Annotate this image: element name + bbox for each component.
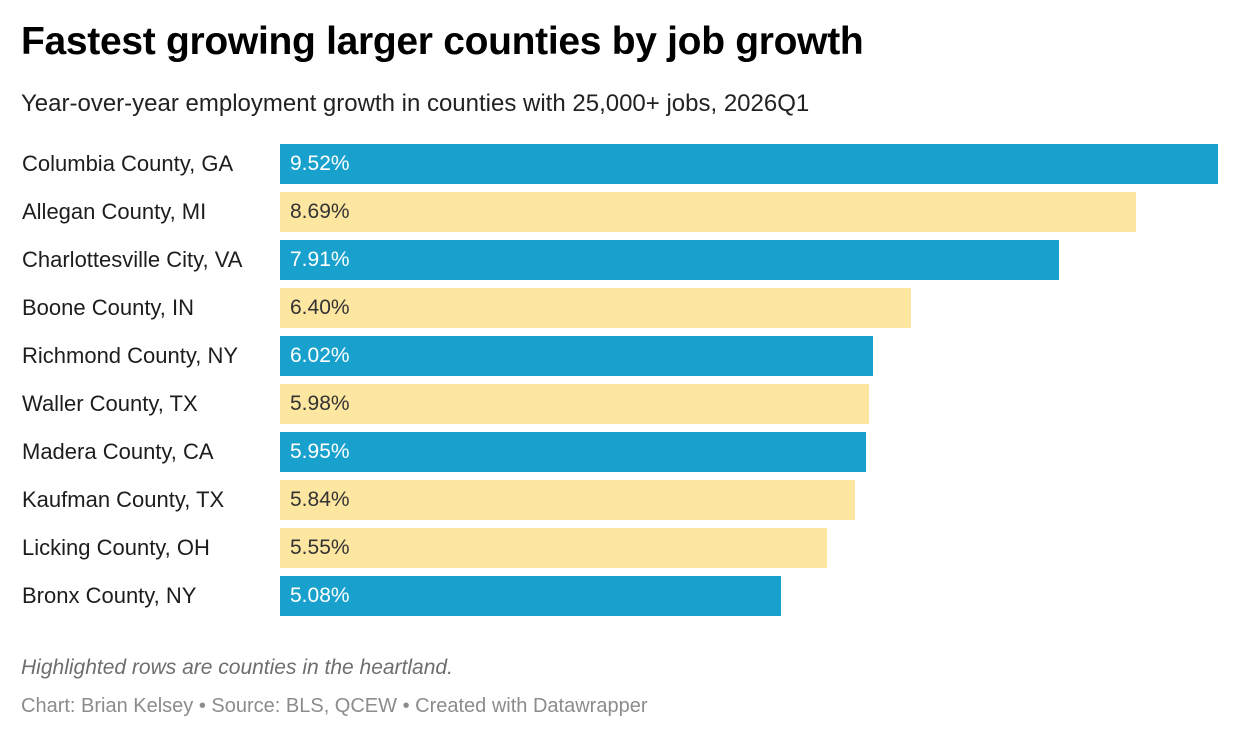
bar-row: Boone County, IN 6.40% [0,288,1240,328]
bar-row: Madera County, CA 5.95% [0,432,1240,472]
bar-value-label: 5.95% [290,440,350,463]
category-label: Kaufman County, TX [22,487,225,512]
bar [280,336,873,376]
bar [280,576,781,616]
bar-value-label: 6.02% [290,344,350,367]
bar [280,288,911,328]
bar [280,144,1218,184]
bar-value-label: 5.55% [290,536,350,559]
category-label: Charlottesville City, VA [22,247,243,272]
bar [280,480,855,520]
bar [280,192,1136,232]
category-label: Waller County, TX [22,391,198,416]
category-label: Columbia County, GA [22,151,234,176]
bar-row: Waller County, TX 5.98% [0,384,1240,424]
chart-note: Highlighted rows are counties in the hea… [21,656,453,679]
bar-row: Columbia County, GA 9.52% [0,144,1240,184]
bar-value-label: 7.91% [290,248,350,271]
bar-chart: Columbia County, GA 9.52% Allegan County, … [0,144,1240,624]
bar-row: Bronx County, NY 5.08% [0,576,1240,616]
bar-row: Charlottesville City, VA 7.91% [0,240,1240,280]
bar-value-label: 5.84% [290,488,350,511]
bar-row: Kaufman County, TX 5.84% [0,480,1240,520]
bar [280,528,827,568]
bar-row: Licking County, OH 5.55% [0,528,1240,568]
chart-title: Fastest growing larger counties by job g… [21,20,864,63]
bar [280,384,869,424]
category-label: Richmond County, NY [22,343,239,368]
bar-value-label: 9.52% [290,152,350,175]
category-label: Allegan County, MI [22,199,207,224]
bar-row: Richmond County, NY 6.02% [0,336,1240,376]
bar-value-label: 8.69% [290,200,350,223]
bar-value-label: 5.98% [290,392,350,415]
category-label: Boone County, IN [22,295,195,320]
bar-value-label: 5.08% [290,584,350,607]
bar-value-label: 6.40% [290,296,350,319]
chart-subtitle: Year-over-year employment growth in coun… [21,90,810,117]
bar [280,240,1059,280]
category-label: Madera County, CA [22,439,214,464]
category-label: Bronx County, NY [22,583,197,608]
bar [280,432,866,472]
category-label: Licking County, OH [22,535,210,560]
chart-credit: Chart: Brian Kelsey • Source: BLS, QCEW … [21,695,648,717]
bar-row: Allegan County, MI 8.69% [0,192,1240,232]
